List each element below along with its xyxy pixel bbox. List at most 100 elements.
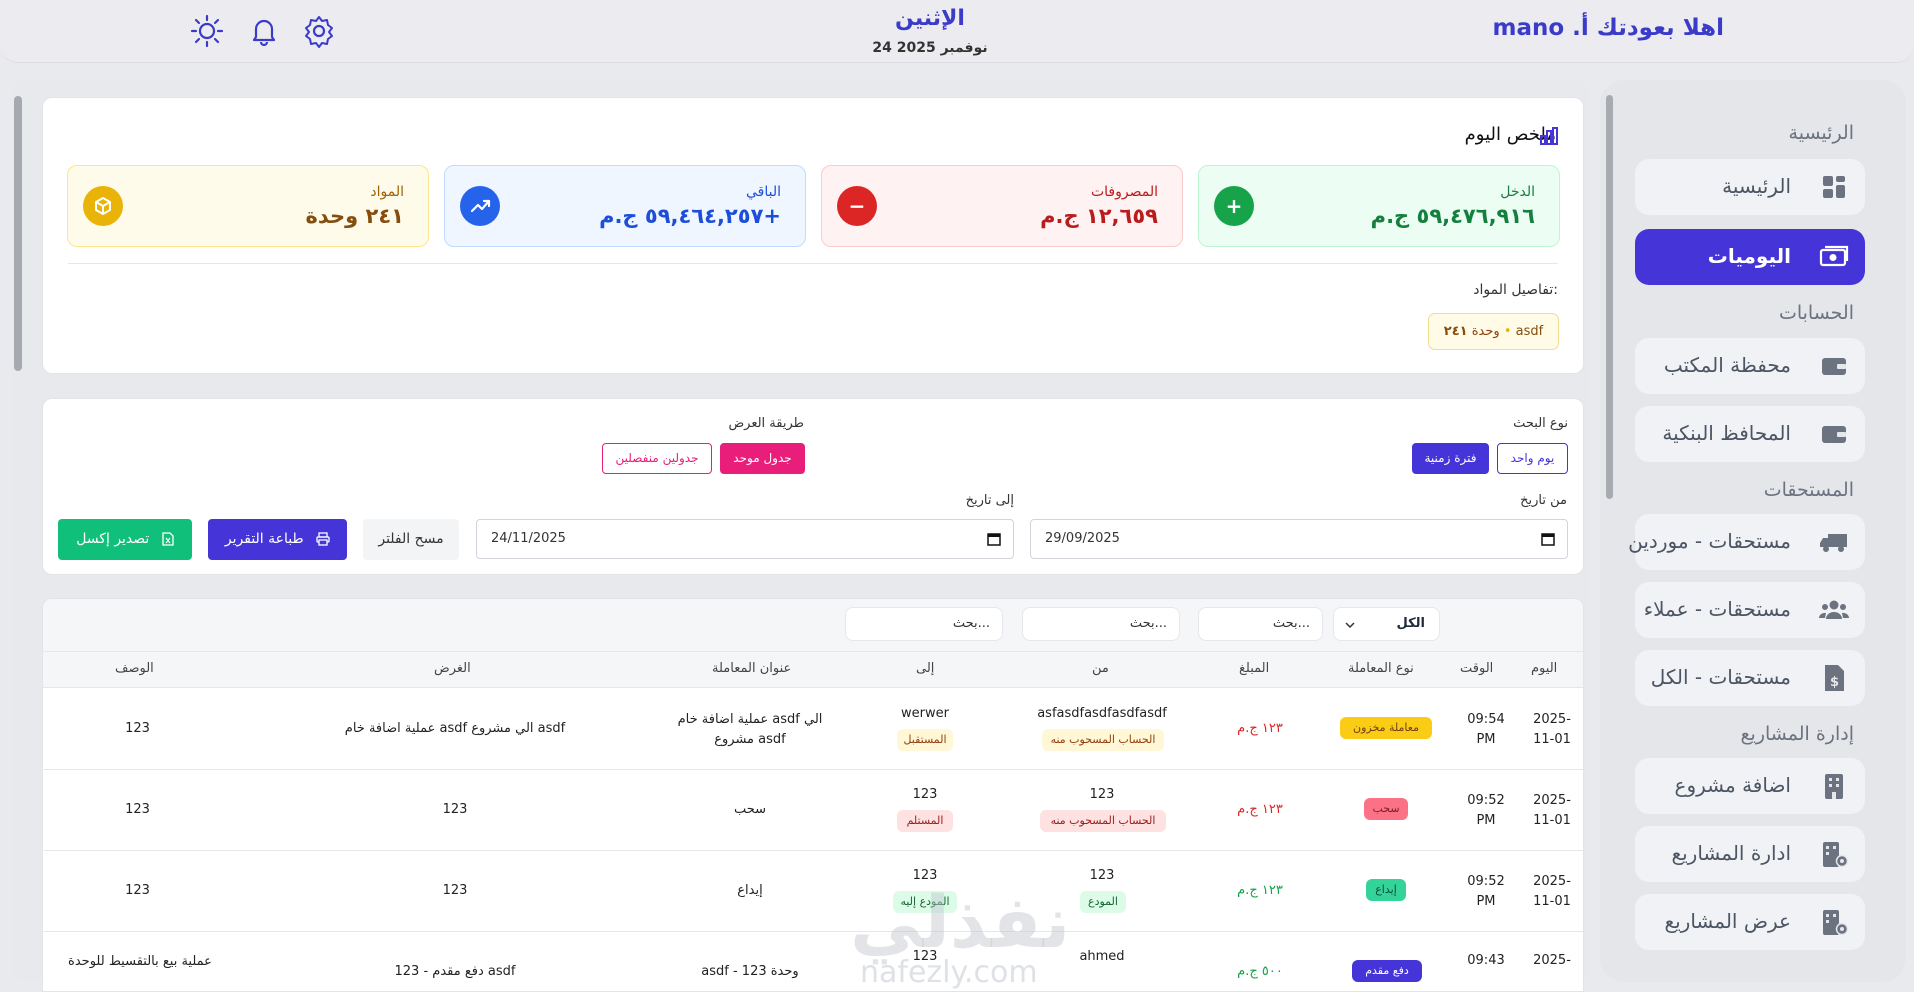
col-from: من bbox=[1092, 661, 1109, 676]
main-scrollbar[interactable] bbox=[14, 96, 22, 371]
top-bar bbox=[0, 0, 1914, 63]
search-input-from[interactable]: بحث... bbox=[1022, 607, 1180, 641]
sidebar-section-main: الرئيسية bbox=[1788, 122, 1854, 144]
cell-from: ahmed bbox=[1079, 949, 1125, 964]
sidebar-section-accounts: الحسابات bbox=[1778, 302, 1854, 324]
sidebar-item-manage-projects[interactable]: ادارة المشاريع bbox=[1635, 826, 1865, 882]
wallet-icon bbox=[1822, 426, 1846, 443]
sun-icon[interactable] bbox=[190, 14, 224, 48]
users-icon bbox=[1819, 600, 1849, 619]
sidebar-item-dues-suppliers[interactable]: مستحقات - موردين bbox=[1628, 514, 1865, 570]
cell-time: 09:52 PM bbox=[1467, 874, 1505, 909]
transaction-type-select[interactable]: الكل bbox=[1333, 607, 1440, 641]
sidebar-item-label: المحافظ البنكية bbox=[1662, 421, 1791, 445]
to-date-label: إلى تاريخ bbox=[965, 493, 1014, 508]
view-mode-label: طريقة العرض bbox=[728, 416, 804, 431]
sidebar-item-label: مستحقات - موردين bbox=[1628, 529, 1791, 553]
to-tag: المستقبل bbox=[897, 729, 953, 751]
separate-tables-button[interactable]: جدولين منفصلين bbox=[602, 443, 712, 474]
search-input-to[interactable]: بحث... bbox=[845, 607, 1003, 641]
cell-purpose: عملية اضافة خام asdf الي مشروع asdf bbox=[344, 721, 566, 736]
stat-label: المواد bbox=[370, 184, 404, 200]
material-chip: وحدة ٢٤١ • asdf bbox=[1428, 313, 1559, 350]
cell-description: 123 bbox=[125, 721, 150, 736]
stat-label: الدخل bbox=[1500, 184, 1535, 200]
plus-icon: + bbox=[1214, 186, 1254, 226]
sidebar-item-label: اليوميات bbox=[1707, 244, 1791, 268]
material-qty: ٢٤١ bbox=[1443, 324, 1468, 339]
cell-title: عملية اضافة خام asdf الي مشروع asdf bbox=[677, 712, 823, 747]
calendar-icon[interactable] bbox=[987, 532, 1001, 546]
col-amount: المبلغ bbox=[1239, 661, 1270, 676]
export-excel-label: تصدير إكسل bbox=[76, 531, 150, 547]
sidebar-item-journals[interactable]: اليوميات bbox=[1635, 229, 1865, 285]
print-report-button[interactable]: طباعة التقرير bbox=[208, 519, 347, 560]
to-date-input[interactable]: 24/11/2025 bbox=[476, 519, 1014, 559]
cell-to: 123 bbox=[912, 787, 938, 802]
cell-day: 2025-11-01 bbox=[1533, 712, 1571, 747]
trending-up-icon bbox=[460, 186, 500, 226]
clear-filter-button[interactable]: مسح الفلتر bbox=[363, 519, 459, 560]
stat-value: +٥٩,٤٦٤,٢٥٧ ج.م bbox=[599, 204, 781, 228]
money-bill-icon bbox=[1819, 245, 1849, 267]
material-name: asdf bbox=[1515, 324, 1544, 339]
cell-amount: ١٢٣ ج.م bbox=[1237, 721, 1283, 736]
unified-table-button[interactable]: جدول موحد bbox=[720, 443, 805, 474]
sidebar-item-label: الرئيسية bbox=[1722, 174, 1791, 198]
sidebar-item-add-project[interactable]: اضافة مشروع bbox=[1635, 758, 1865, 814]
printer-icon bbox=[316, 532, 330, 546]
cell-day: 2025-11-01 bbox=[1533, 793, 1571, 828]
type-badge: معاملة مخزون bbox=[1340, 717, 1432, 739]
invoice-dollar-icon: $ bbox=[1825, 665, 1844, 691]
cell-amount: ١٢٣ ج.م bbox=[1237, 883, 1283, 898]
sidebar-item-dues-all[interactable]: مستحقات - الكل $ bbox=[1635, 650, 1865, 706]
from-date-label: من تاريخ bbox=[1520, 493, 1567, 508]
export-excel-button[interactable]: تصدير إكسل bbox=[58, 519, 192, 560]
col-title: عنوان المعاملة bbox=[712, 661, 792, 676]
col-purpose: الغرض bbox=[434, 661, 471, 676]
cell-from: 123 bbox=[1089, 868, 1115, 883]
stat-value: ٥٩,٤٧٦,٩١٦ ج.م bbox=[1370, 204, 1535, 228]
cell-day: 2025-11-01 bbox=[1533, 874, 1571, 909]
wallet-icon bbox=[1822, 358, 1846, 375]
sidebar-item-view-projects[interactable]: عرض المشاريع bbox=[1635, 894, 1865, 950]
cell-description: عملية بيع بالتقسيط للوحدة bbox=[68, 954, 212, 969]
date-range-button[interactable]: فترة زمنية bbox=[1412, 443, 1489, 474]
sidebar-item-home[interactable]: الرئيسية bbox=[1635, 159, 1865, 215]
table-header bbox=[43, 651, 1583, 688]
bell-icon[interactable] bbox=[247, 14, 281, 48]
materials-details-title: تفاصيل المواد: bbox=[1473, 282, 1558, 298]
calendar-icon[interactable] bbox=[1541, 532, 1555, 546]
col-time: الوقت bbox=[1460, 661, 1494, 676]
chart-bar-icon bbox=[1540, 127, 1558, 145]
minus-icon: − bbox=[837, 186, 877, 226]
sidebar-section-dues: المستحقات bbox=[1763, 479, 1854, 501]
gear-icon[interactable] bbox=[302, 14, 336, 48]
sidebar-item-bank-wallets[interactable]: المحافظ البنكية bbox=[1635, 406, 1865, 462]
single-day-button[interactable]: يوم واحد bbox=[1497, 443, 1568, 474]
cell-time: 09:54 PM bbox=[1467, 712, 1505, 747]
building-gear-icon bbox=[1823, 842, 1849, 868]
box-icon bbox=[83, 186, 123, 226]
cell-amount: ٥٠٠ ج.م bbox=[1237, 964, 1283, 979]
type-badge: دفع مقدم bbox=[1352, 960, 1422, 982]
to-tag: المودع إليه bbox=[893, 891, 957, 913]
welcome-message: اهلا بعودتك أ. mano bbox=[1492, 15, 1724, 41]
table-toolbar bbox=[43, 599, 1583, 651]
sidebar-item-office-wallet[interactable]: محفظة المكتب bbox=[1635, 338, 1865, 394]
from-date-input[interactable]: 29/09/2025 bbox=[1030, 519, 1568, 559]
stat-label: الباقي bbox=[745, 184, 781, 200]
cell-title: asdf - 123 وحدة bbox=[701, 964, 799, 979]
cell-title: إيداع bbox=[737, 883, 763, 898]
from-tag: الحساب المسحوب منه bbox=[1040, 810, 1166, 832]
col-description: الوصف bbox=[115, 661, 154, 676]
sidebar-item-dues-clients[interactable]: مستحقات - عملاء bbox=[1635, 582, 1865, 638]
cell-to: werwer bbox=[901, 706, 949, 721]
cell-to: 123 bbox=[912, 949, 938, 964]
stat-card-materials: المواد ٢٤١ وحدة bbox=[67, 165, 429, 247]
sidebar-scrollbar[interactable] bbox=[1606, 95, 1613, 499]
from-tag: المودع bbox=[1080, 891, 1126, 913]
search-input-amount[interactable]: بحث... bbox=[1198, 607, 1323, 641]
summary-title: ملخص اليوم bbox=[1464, 124, 1556, 145]
svg-text:$: $ bbox=[1830, 675, 1839, 690]
